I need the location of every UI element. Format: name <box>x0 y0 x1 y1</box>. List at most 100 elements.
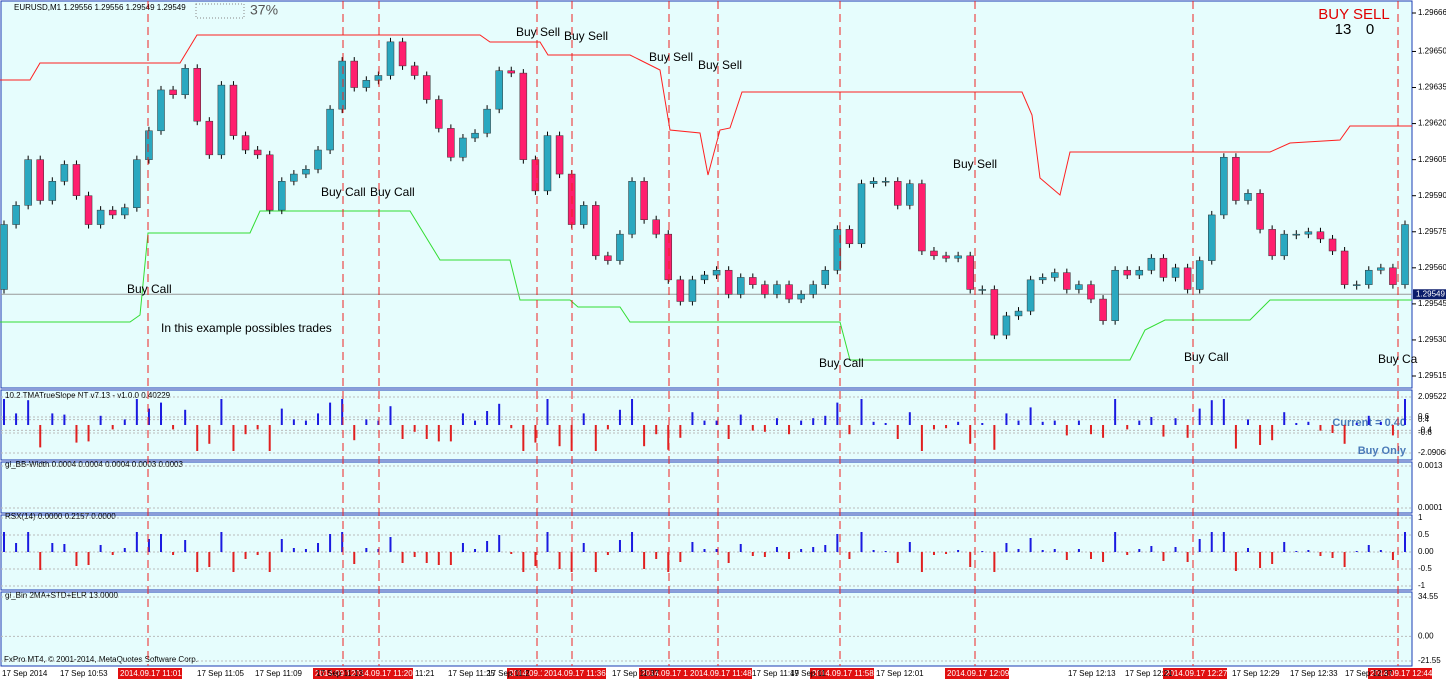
candle-body <box>1087 284 1095 300</box>
rsx-bar <box>957 550 960 552</box>
candle-body <box>36 159 44 201</box>
rsx-bar <box>594 552 597 572</box>
candle-body <box>410 65 419 76</box>
panel-label: gi_BB-Width 0.0004 0.0004 0.0004 0.0003 … <box>5 460 183 469</box>
rsx-bar <box>268 552 271 572</box>
signal-header: BUY SELL <box>1318 6 1389 23</box>
time-highlight <box>1368 668 1432 679</box>
rsx-bar <box>1319 552 1322 556</box>
y-tick-label: 1.29545 <box>1418 299 1446 308</box>
slope-bar <box>691 412 694 425</box>
candle-body <box>1340 250 1349 285</box>
candle-body <box>761 284 769 295</box>
slope-bar <box>1404 399 1406 425</box>
rsx-bar <box>836 534 839 552</box>
y-tick-label: -2.09068 <box>1418 448 1446 457</box>
slope-bar <box>401 425 404 439</box>
y-tick-label: 1.29635 <box>1418 83 1446 92</box>
rsx-bar <box>679 552 682 562</box>
rsx-bar <box>1077 549 1080 552</box>
rsx-bar <box>981 551 984 552</box>
rsx-bar <box>1102 552 1105 562</box>
candle-body <box>1401 224 1409 285</box>
y-tick-label: 1.29515 <box>1418 371 1446 380</box>
panel-note: Buy Only <box>1358 445 1407 457</box>
price-tag <box>1413 289 1446 300</box>
y-tick-label: 1.29620 <box>1418 119 1446 128</box>
y-tick-label: 1.29530 <box>1418 335 1446 344</box>
annotation: Buy Sell <box>649 50 693 64</box>
rsx-bar <box>691 542 694 552</box>
slope-bar <box>1355 423 1358 425</box>
slope-bar <box>1295 423 1298 425</box>
y-tick-label: 0.00 <box>1418 547 1434 556</box>
rsx-bar <box>220 532 223 552</box>
candle-body <box>857 183 866 245</box>
rsx-bar <box>1089 552 1092 559</box>
annotation: Buy Call <box>127 282 172 296</box>
rsx-bar <box>75 552 78 566</box>
slope-bar <box>184 409 187 425</box>
candle-body <box>471 132 479 139</box>
candle-body <box>604 255 612 261</box>
candle-body <box>169 89 177 95</box>
candle-body <box>1256 193 1264 230</box>
slope-bar <box>111 425 114 430</box>
rsx-bar <box>1029 538 1032 552</box>
time-label: 17 Sep 10:53 <box>60 669 108 678</box>
candle-body <box>121 207 129 216</box>
buy-count: 13 <box>1335 21 1352 38</box>
candle-body <box>1026 279 1035 312</box>
rsx-bar <box>99 545 102 552</box>
slope-bar <box>727 425 730 439</box>
candle-body <box>290 173 298 182</box>
candle-body <box>543 135 552 192</box>
rsx-bar <box>147 539 150 552</box>
rsx-bar <box>800 549 803 552</box>
time-highlight <box>118 668 182 679</box>
slope-bar <box>1174 418 1177 425</box>
rsx-bar <box>824 545 827 552</box>
panel-label: 10.2 TMATrueSlope NT v7.13 - v1.0.0 0.40… <box>5 391 171 400</box>
candle-body <box>386 41 395 76</box>
rsx-bar <box>1114 532 1117 552</box>
y-tick-label: 0.00 <box>1418 632 1434 641</box>
candle-body <box>918 183 926 252</box>
candle-body <box>773 284 781 295</box>
rsx-bar <box>884 551 887 552</box>
slope-bar <box>1234 425 1237 449</box>
slope-bar <box>1053 420 1056 425</box>
panel-frame <box>0 461 1413 514</box>
slope-bar <box>172 425 175 430</box>
candle-body <box>1268 229 1276 257</box>
candle-body <box>217 84 226 156</box>
signal-time: 2014.09.17 12:27 <box>1165 669 1228 678</box>
rsx-bar <box>643 552 646 569</box>
y-tick-label: -0.6 <box>1418 428 1432 437</box>
rsx-bar <box>63 544 66 552</box>
rsx-bar <box>244 552 247 559</box>
candle-body <box>1171 267 1180 278</box>
annotation: Buy Call <box>1184 350 1229 364</box>
rsx-bar <box>413 552 416 557</box>
rsx-bar <box>365 548 368 552</box>
slope-bar <box>824 415 827 425</box>
slope-bar <box>27 400 30 425</box>
candle-body <box>1377 267 1385 271</box>
rsx-bar <box>353 552 356 564</box>
slope-bar <box>1210 400 1213 425</box>
current-price-label: 1.29549 <box>1416 289 1445 298</box>
candle-body <box>157 89 165 132</box>
slope-bar <box>365 419 368 425</box>
candle-body <box>84 195 93 225</box>
candle-body <box>1220 156 1228 216</box>
slope-bar <box>643 425 646 447</box>
rsx-bar <box>775 547 778 552</box>
candle-body <box>676 279 685 302</box>
candle-body <box>688 279 697 302</box>
candle-body <box>350 60 358 88</box>
candle-body <box>133 159 141 208</box>
slope-bar <box>75 425 78 443</box>
slope-bar <box>1259 425 1262 445</box>
slope-bar <box>908 412 911 425</box>
